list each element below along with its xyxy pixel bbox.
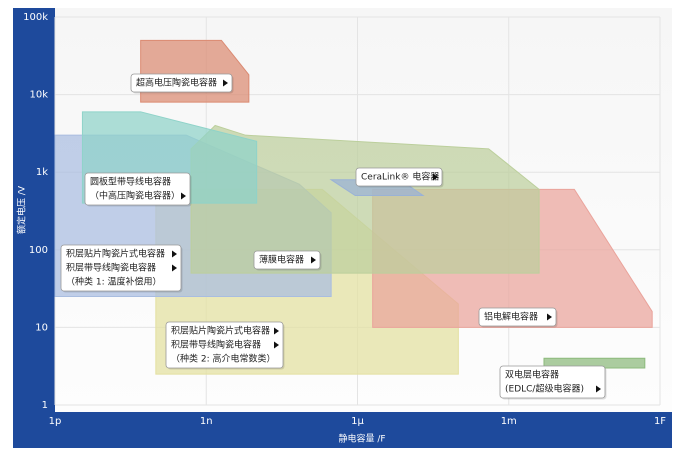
x-axis-label: 静电容量 /F bbox=[338, 433, 385, 445]
region bbox=[190, 124, 540, 274]
x-tick-label: 1m bbox=[501, 416, 517, 427]
region-label[interactable]: (EDLC/超级电容器) bbox=[505, 383, 584, 395]
region-label[interactable]: （种类 1: 温度补偿用） bbox=[66, 276, 161, 288]
y-tick-label: 10k bbox=[29, 90, 48, 101]
arrow-icon[interactable] bbox=[181, 192, 186, 200]
label-box[interactable] bbox=[355, 167, 443, 187]
region-label[interactable]: （中高压陶瓷电容器） bbox=[90, 190, 180, 202]
arrow-icon[interactable] bbox=[172, 250, 177, 258]
region-label[interactable]: 薄膜电容器 bbox=[259, 254, 304, 266]
region-label[interactable]: 积层带导线陶瓷电容器 bbox=[66, 262, 156, 274]
label-box[interactable] bbox=[60, 244, 182, 292]
y-tick-label: 100k bbox=[23, 12, 48, 23]
x-tick-label: 1p bbox=[49, 416, 62, 427]
region-label[interactable]: 铝电解电容器 bbox=[484, 311, 538, 323]
label-box[interactable] bbox=[84, 172, 191, 206]
arrow-icon[interactable] bbox=[223, 79, 228, 87]
region-label[interactable]: 圆板型带导线电容器 bbox=[90, 176, 171, 188]
y-tick-label: 100 bbox=[29, 245, 48, 256]
region-label[interactable]: CeraLink® 电容器 bbox=[361, 171, 439, 183]
y-axis-label: 额定电压 /V bbox=[16, 185, 28, 234]
y-tick-label: 1k bbox=[36, 167, 48, 178]
x-tick-label: 1F bbox=[654, 416, 666, 427]
region-label[interactable]: （种类 2: 高介电常数类） bbox=[171, 353, 275, 365]
y-tick-label: 10 bbox=[35, 322, 48, 333]
y-axis-bar bbox=[13, 8, 55, 412]
x-axis-bar bbox=[13, 412, 672, 448]
arrow-icon[interactable] bbox=[172, 264, 177, 272]
label-box[interactable] bbox=[165, 321, 284, 369]
region-label[interactable]: 积层贴片陶瓷片式电容器 bbox=[171, 325, 270, 337]
region-label[interactable]: 双电层电容器 bbox=[505, 369, 559, 381]
region-label[interactable]: 积层贴片陶瓷片式电容器 bbox=[66, 248, 165, 260]
label-box[interactable] bbox=[253, 250, 321, 270]
label-box[interactable] bbox=[478, 307, 557, 327]
arrow-icon[interactable] bbox=[311, 256, 316, 264]
label-box[interactable] bbox=[130, 73, 233, 93]
x-tick-label: 1μ bbox=[351, 416, 364, 427]
arrow-icon[interactable] bbox=[596, 385, 601, 393]
region bbox=[543, 357, 646, 369]
label-box[interactable] bbox=[499, 365, 606, 399]
region-label[interactable]: 超高电压陶瓷电容器 bbox=[136, 77, 217, 89]
y-tick-label: 1 bbox=[42, 400, 48, 411]
arrow-icon[interactable] bbox=[433, 173, 438, 181]
arrow-icon[interactable] bbox=[547, 313, 552, 321]
region-label[interactable]: 积层带导线陶瓷电容器 bbox=[171, 339, 261, 351]
arrow-icon[interactable] bbox=[274, 327, 279, 335]
x-tick-label: 1n bbox=[200, 416, 213, 427]
arrow-icon[interactable] bbox=[274, 341, 279, 349]
